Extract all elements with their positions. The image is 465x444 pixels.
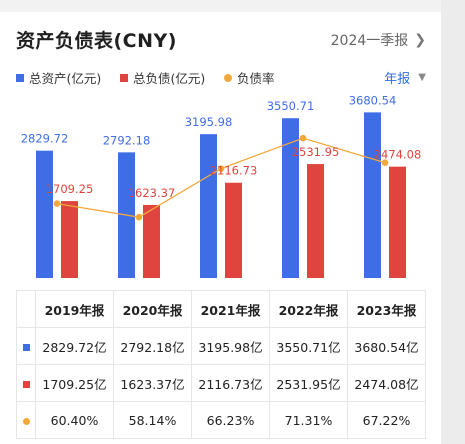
- chevron-right-icon: ❯: [414, 32, 426, 48]
- table-header: 2023年报: [347, 290, 426, 328]
- assets-data-label: 2829.72: [21, 132, 69, 146]
- assets-square-icon: [22, 343, 30, 351]
- table-cell: 2792.18亿: [113, 327, 192, 365]
- table-row-liabilities: 1709.25亿 1623.37亿 2116.73亿 2531.95亿 2474…: [16, 364, 426, 402]
- table-cell: 1709.25亿: [35, 364, 114, 402]
- report-type-dropdown[interactable]: 年报 ▼: [384, 68, 426, 87]
- table-cell: 2531.95亿: [269, 364, 348, 402]
- bar-assets: [200, 134, 217, 278]
- bar-liabilities: [143, 204, 160, 278]
- table-header: 2019年报: [35, 290, 114, 328]
- bar-line-chart: 2829.72 1709.25 2792.18 1623.37 3195.98 2116.…: [21, 93, 422, 278]
- liabilities-data-label: 2474.08: [374, 148, 422, 162]
- bar-liabilities: [61, 201, 78, 278]
- bar-liabilities: [307, 164, 324, 278]
- bar-assets: [364, 112, 381, 278]
- ratio-point: [217, 165, 225, 172]
- legend-swatch-ratio: [224, 73, 232, 82]
- row-marker-ratio: [16, 401, 36, 439]
- legend-label-ratio: 负债率: [237, 71, 275, 86]
- report-type-label: 年报: [384, 72, 411, 87]
- table-row-ratio: 60.40% 58.14% 66.23% 71.31% 67.22%: [16, 401, 426, 439]
- table-cell: 3680.54亿: [347, 327, 426, 365]
- legend-label-assets: 总资产(亿元): [29, 71, 102, 86]
- ratio-dot-icon: [22, 417, 30, 425]
- table-cell: 71.31%: [269, 401, 348, 439]
- liabilities-data-label: 1623.37: [128, 186, 176, 200]
- ratio-point: [135, 213, 143, 221]
- table-cell: 2116.73亿: [191, 364, 270, 402]
- table-row-assets: 2829.72亿 2792.18亿 3195.98亿 3550.71亿 3680…: [16, 327, 426, 365]
- legend-swatch-liabilities: [120, 73, 128, 82]
- row-marker-liabilities: [16, 364, 36, 402]
- bar-liabilities: [389, 166, 406, 278]
- table-header: 2021年报: [191, 290, 270, 328]
- balance-sheet-card: 资产负债表(CNY) 2024一季报 ❯ 总资产(亿元) 总负债(亿元) 负债率…: [0, 0, 441, 444]
- legend-swatch-assets: [16, 73, 24, 82]
- card-title: 资产负债表(CNY): [16, 30, 177, 52]
- table-cell: 67.22%: [347, 401, 426, 439]
- table-cell: 2829.72亿: [35, 327, 114, 365]
- ratio-point: [53, 200, 61, 207]
- legend-item-assets[interactable]: 总资产(亿元): [16, 68, 101, 87]
- table-header: 2020年报: [113, 290, 192, 328]
- table-cell: 3550.71亿: [269, 327, 348, 365]
- liabilities-square-icon: [22, 380, 30, 388]
- table-cell: 2474.08亿: [347, 364, 426, 402]
- legend-item-liabilities[interactable]: 总负债(亿元): [120, 68, 205, 87]
- table-cell: 66.23%: [191, 401, 270, 439]
- assets-data-label: 3550.71: [267, 99, 315, 113]
- assets-data-label: 2792.18: [103, 133, 151, 147]
- bar-assets: [282, 118, 299, 278]
- top-divider: [0, 0, 441, 12]
- caret-down-icon: ▼: [418, 72, 426, 83]
- table-cell: 1623.37亿: [113, 364, 192, 402]
- ratio-point: [299, 134, 307, 142]
- table-header-row: 2019年报 2020年报 2021年报 2022年报 2023年报: [16, 290, 426, 328]
- table-cell: 3195.98亿: [191, 327, 270, 365]
- table-corner: [16, 290, 36, 328]
- liabilities-data-label: 2116.73: [210, 164, 258, 178]
- table-cell: 58.14%: [113, 401, 192, 439]
- card-header: 资产负债表(CNY) 2024一季报 ❯: [16, 26, 426, 54]
- assets-data-label: 3680.54: [349, 93, 397, 107]
- data-table: 2019年报 2020年报 2021年报 2022年报 2023年报 2829.…: [16, 290, 426, 439]
- table-cell: 60.40%: [35, 401, 114, 439]
- ratio-point: [381, 159, 389, 166]
- legend-item-ratio[interactable]: 负债率: [224, 68, 275, 87]
- liabilities-data-label: 1709.25: [46, 182, 94, 196]
- legend-label-liabilities: 总负债(亿元): [133, 71, 206, 86]
- assets-data-label: 3195.98: [185, 115, 233, 129]
- bar-assets: [36, 150, 53, 278]
- table-header: 2022年报: [269, 290, 348, 328]
- period-label: 2024一季报: [330, 33, 409, 49]
- liabilities-data-label: 2531.95: [292, 145, 340, 159]
- bar-liabilities: [225, 182, 242, 278]
- period-link[interactable]: 2024一季报 ❯: [331, 30, 426, 50]
- row-marker-assets: [16, 327, 36, 365]
- chart-legend: 总资产(亿元) 总负债(亿元) 负债率 年报 ▼: [16, 68, 426, 87]
